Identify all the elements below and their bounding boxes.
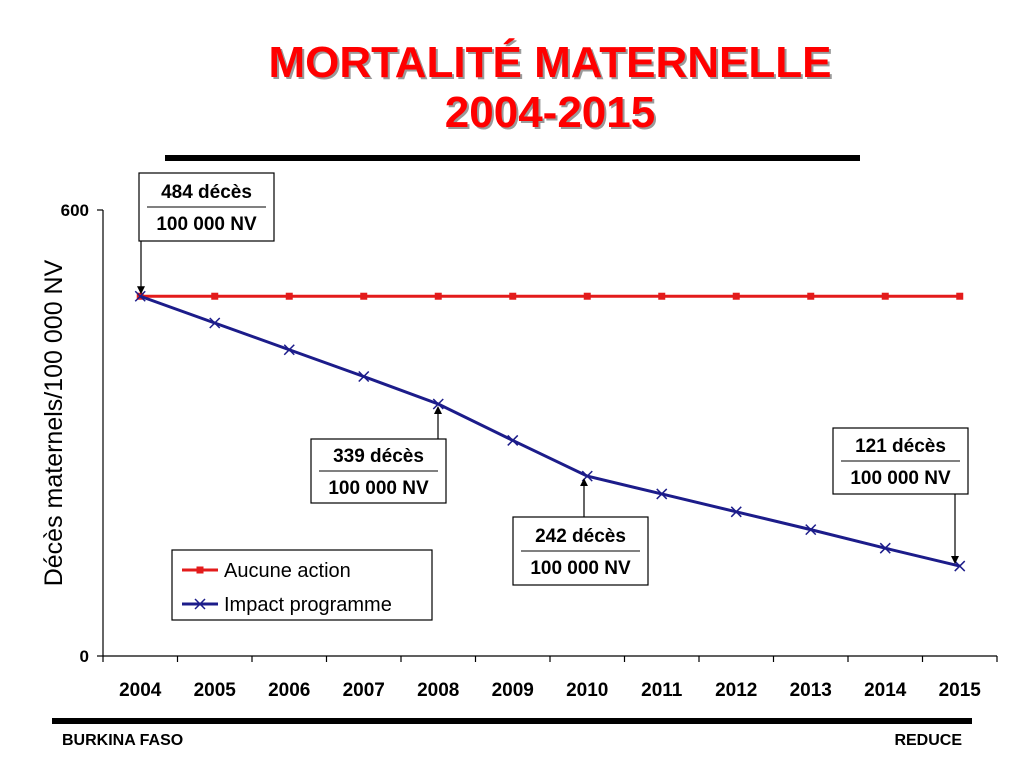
data-point [507, 434, 519, 446]
data-point [730, 506, 742, 518]
y-tick-label: 600 [61, 201, 89, 220]
x-tick-label: 2011 [641, 680, 683, 701]
data-point [211, 292, 219, 300]
legend-label: Impact programme [224, 594, 392, 616]
x-tick-label: 2013 [790, 680, 832, 701]
legend-label: Aucune action [224, 560, 351, 582]
annotation-denominator: 100 000 NV [156, 214, 257, 235]
annotation-callout: 484 décès 100 000 NV [137, 172, 275, 295]
data-point [358, 370, 370, 383]
data-point [283, 344, 295, 356]
x-tick-label: 2007 [343, 680, 385, 701]
legend-box [171, 549, 433, 621]
title-line-1: MORTALITÉ MATERNELLE [268, 38, 832, 87]
annotation-numerator: 484 décès [161, 182, 252, 203]
title-line-2: 2004-2015 [444, 88, 656, 137]
x-tick-label: 2012 [715, 680, 757, 701]
x-tick-label: 2014 [864, 680, 907, 701]
x-tick-label: 2004 [119, 680, 162, 701]
data-point [360, 292, 368, 300]
footer-country: BURKINA FASO [62, 732, 184, 749]
legend-item: Aucune action [182, 560, 351, 582]
y-tick-label: 0 [80, 647, 89, 666]
footer-divider [52, 718, 972, 724]
annotation-denominator: 100 000 NV [328, 478, 429, 499]
data-point [956, 292, 964, 300]
data-point [583, 292, 591, 300]
chart-axes: 0 600 2004 2005 2006 2007 2008 2009 2010 2011 2012… [40, 201, 998, 701]
data-point [807, 292, 815, 300]
chart-series [134, 290, 966, 572]
data-point [434, 292, 442, 300]
x-tick-label: 2010 [566, 680, 608, 701]
data-point [805, 524, 817, 536]
data-point [285, 292, 293, 300]
data-point [732, 292, 740, 300]
annotation-callout: 242 décès 100 000 NV [512, 478, 649, 586]
title-divider [165, 155, 860, 161]
annotation-numerator: 242 décès [535, 526, 626, 547]
data-point [656, 488, 668, 500]
annotation-numerator: 339 décès [333, 446, 424, 467]
annotation-denominator: 100 000 NV [850, 468, 951, 489]
annotation-callout: 339 décès 100 000 NV [310, 406, 447, 504]
x-tick-label: 2005 [194, 680, 237, 701]
data-point [879, 542, 891, 554]
chart-legend: Aucune action Impact programme [171, 549, 433, 621]
x-tick-label: 2015 [939, 680, 982, 701]
footer-project: REDUCE [894, 732, 962, 749]
data-point [881, 292, 889, 300]
x-tick-label: 2009 [492, 680, 534, 701]
y-axis-label: Décès maternels/100 000 NV [40, 259, 68, 586]
legend-item: Impact programme [182, 594, 392, 616]
annotation-callout: 121 décès 100 000 NV [832, 427, 969, 565]
data-point [509, 292, 517, 300]
x-tick-label: 2008 [417, 680, 459, 701]
series-line-impact-programme [139, 294, 961, 568]
page-title: MORTALITÉ MATERNELLE 2004-2015 [0, 38, 1024, 138]
data-point [658, 292, 666, 300]
annotation-numerator: 121 décès [855, 436, 946, 457]
x-tick-label: 2006 [268, 680, 310, 701]
data-point [209, 317, 221, 329]
annotation-denominator: 100 000 NV [530, 558, 631, 579]
